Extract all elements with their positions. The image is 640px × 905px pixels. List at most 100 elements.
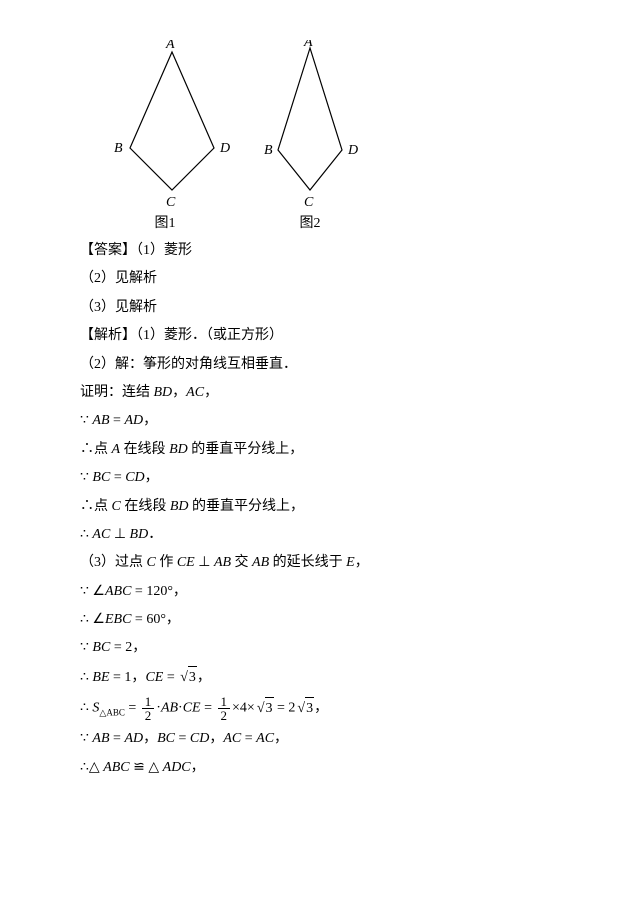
var-cd: CD [190,731,209,746]
var-c: C [147,555,156,570]
sqrt-icon: 3 [295,697,314,720]
text: ∵ [80,640,92,655]
text: = [163,670,178,685]
var-bc: BC [157,731,175,746]
sub-triangle-abc: △ABC [99,708,124,718]
sqrt-icon: 3 [255,697,274,720]
text: ， [143,413,157,428]
text: ． [148,527,162,542]
proof-line-a-bisector: ∴点 A 在线段 BD 的垂直平分线上， [80,439,560,461]
proof-line-ac-perp-bd: ∴ AC ⊥ BD． [80,524,560,546]
var-ab: AB [92,731,109,746]
text: ∵ [80,731,92,746]
text: ×4× [232,701,255,716]
var-cd: CD [125,470,144,485]
text: = 120°， [131,584,187,599]
svg-text:D: D [219,141,230,156]
var-ac: AC [92,527,110,542]
svg-text:A: A [165,40,175,52]
text: 的垂直平分线上， [188,442,304,457]
part3-line-ce: （3）过点 C 作 CE ⊥ AB 交 AB 的延长线于 E， [80,552,560,574]
text: ∴△ [80,760,103,775]
var-ac: AC [223,731,241,746]
text: 作 [156,555,177,570]
var-c: C [112,499,121,514]
svg-text:C: C [166,195,176,210]
var-ce: CE [145,670,163,685]
var-abc: ABC [103,760,129,775]
text: = [110,731,125,746]
part3-line-congruent: ∴△ ABC ≌ △ ADC， [80,757,560,779]
text: = [110,413,125,428]
text: ⊥ [110,527,129,542]
proof-line-bc-cd: ∵ BC = CD， [80,467,560,489]
part3-line-bc2: ∵ BC = 2， [80,637,560,659]
var-ac: AC [256,731,274,746]
text: ∴ [80,701,92,716]
figure-1-block: A B C D 图1 [100,40,230,232]
text: 交 [231,555,252,570]
svg-text:C: C [304,195,314,210]
part3-line-be-ce: ∴ BE = 1，CE = 3， [80,666,560,689]
text: ， [314,701,328,716]
svg-text:B: B [114,141,123,156]
proof-line-c-bisector: ∴点 C 在线段 BD 的垂直平分线上， [80,496,560,518]
var-be: BE [92,670,109,685]
document-page: A B C D 图1 A B C D 图2 【答案】（1）菱形 （2）见解析 （… [0,0,640,825]
var-ce: CE [177,555,195,570]
var-ad: AD [124,731,143,746]
part3-line-congruent-premise: ∵ AB = AD，BC = CD，AC = AC， [80,728,560,750]
text: 的垂直平分线上， [189,499,305,514]
var-bc: BC [92,640,110,655]
proof-line-ab-ad: ∵ AB = AD， [80,410,560,432]
var-ce: CE [183,701,201,716]
sqrt-icon: 3 [178,666,197,689]
fraction-half-2: 12 [218,695,231,722]
text: ∴点 [80,442,112,457]
text: ∵ [80,413,92,428]
text: ⊥ [195,555,214,570]
text: ∴ [80,670,92,685]
svg-text:B: B [264,143,273,158]
figure-2-svg: A B C D [260,40,360,210]
text: = 60°， [131,612,180,627]
text: = [125,701,140,716]
answer-line-3: （3）见解析 [80,297,560,319]
answer-line-2: （2）见解析 [80,268,560,290]
figure-1-svg: A B C D [100,40,230,210]
text: ， [197,670,211,685]
part3-line-area: ∴ S△ABC = 12·AB·CE = 12×4×3 = 23， [80,695,560,722]
figures-row: A B C D 图1 A B C D 图2 [100,40,560,232]
var-ab: AB [214,555,231,570]
var-ab: AB [161,701,178,716]
text: ， [355,555,369,570]
text: 在线段 [121,499,170,514]
text: ， [191,760,205,775]
text: ∴点 [80,499,112,514]
var-e: E [346,555,355,570]
var-abc: ABC [105,584,131,599]
text: （3）过点 [80,555,147,570]
figure-2-block: A B C D 图2 [260,40,360,232]
text: ， [204,385,218,400]
text: 在线段 [120,442,169,457]
text: ∵ ∠ [80,584,105,599]
part3-line-angle-abc: ∵ ∠ABC = 120°， [80,581,560,603]
svg-text:D: D [347,143,358,158]
text: ， [209,731,223,746]
analysis-line-2: （2）解：筝形的对角线互相垂直． [80,354,560,376]
part3-line-angle-ebc: ∴ ∠EBC = 60°， [80,609,560,631]
text: = 1， [110,670,146,685]
text: = [241,731,256,746]
var-adc: ADC [163,760,191,775]
var-ab: AB [92,413,109,428]
var-ad: AD [124,413,143,428]
analysis-line-1: 【解析】（1）菱形．（或正方形） [80,325,560,347]
text: ∵ [80,470,92,485]
text: = 2 [274,701,296,716]
fraction-half-1: 12 [142,695,155,722]
var-bd: BD [130,527,149,542]
proof-line-connect: 证明：连结 BD，AC， [80,382,560,404]
var-bd: BD [170,499,189,514]
var-bd: BD [169,442,188,457]
